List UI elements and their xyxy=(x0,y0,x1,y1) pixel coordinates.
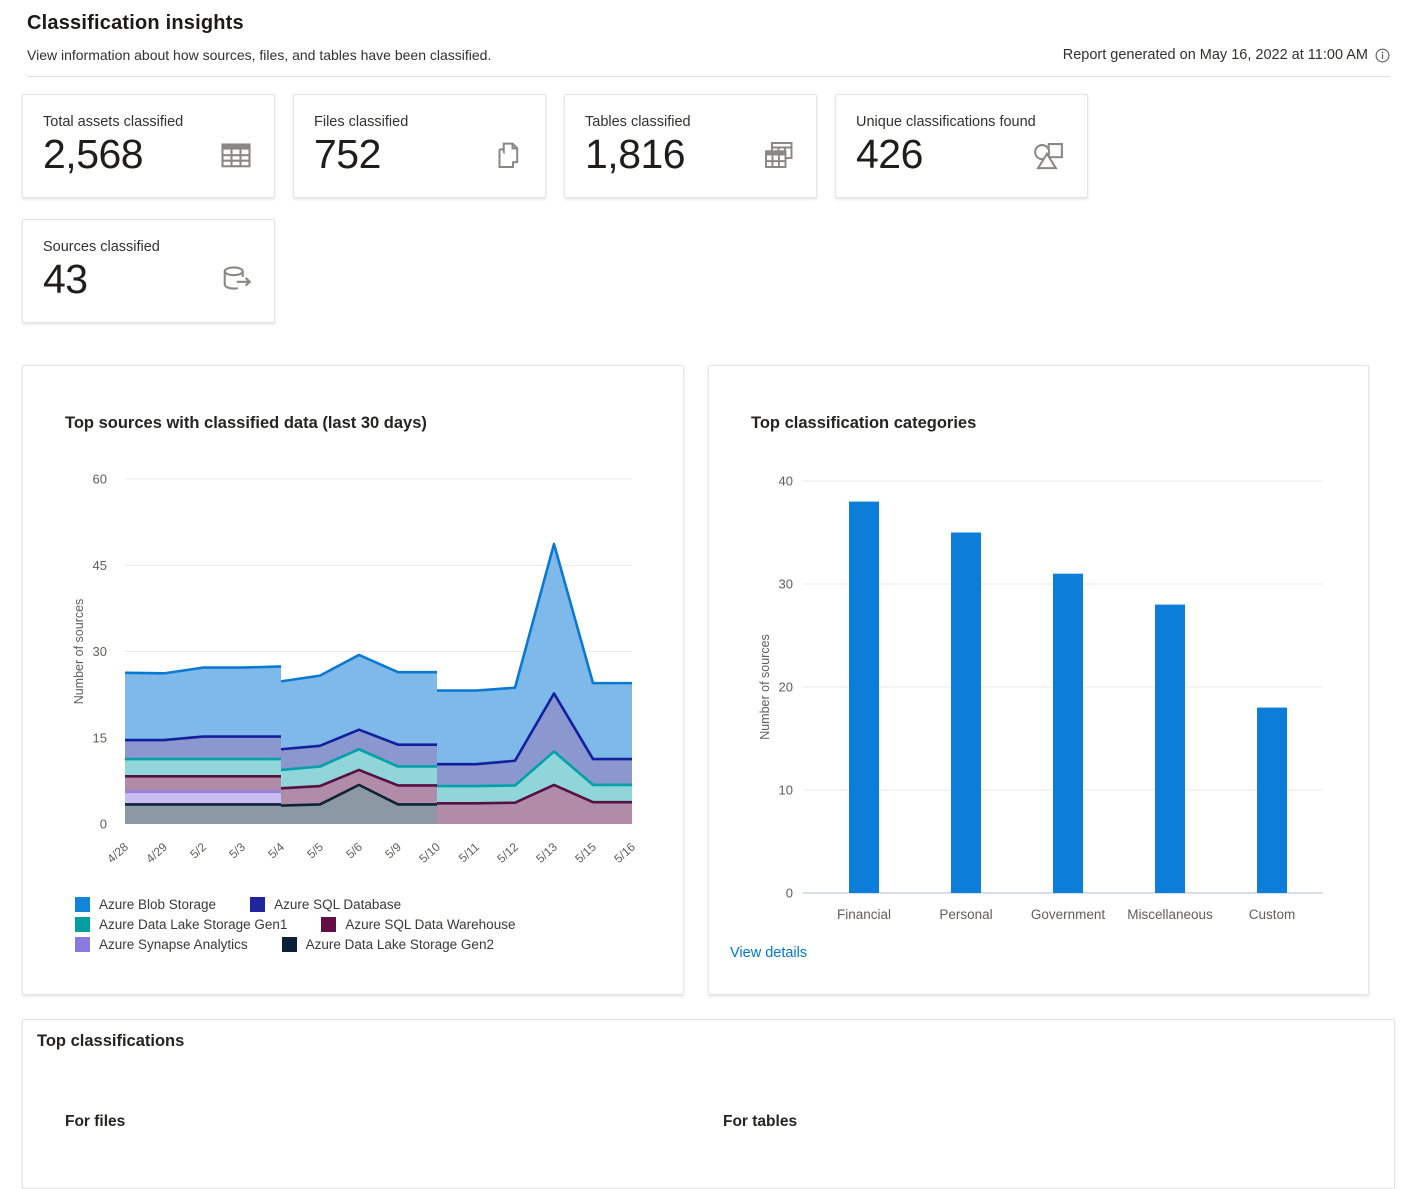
svg-text:45: 45 xyxy=(93,558,107,573)
svg-text:4/29: 4/29 xyxy=(143,840,170,866)
bar-custom xyxy=(1257,707,1287,893)
svg-text:5/11: 5/11 xyxy=(456,840,482,866)
legend-row: Azure Blob Storage Azure SQL Database xyxy=(75,897,683,912)
area-chart-card: Top sources with classified data (last 3… xyxy=(22,365,684,995)
legend-swatch xyxy=(75,937,90,952)
stat-card-unique-classifications: Unique classifications found 426 xyxy=(835,94,1088,198)
page-title: Classification insights xyxy=(27,12,244,34)
svg-text:4/28: 4/28 xyxy=(104,840,131,866)
legend-label: Azure SQL Database xyxy=(274,897,402,912)
bar-chart-card: Top classification categories 0 10 20 30 40 N… xyxy=(708,365,1369,995)
documents-icon xyxy=(491,138,525,172)
view-details-link[interactable]: View details xyxy=(730,945,808,961)
legend-item-azure-blob-storage[interactable]: Azure Blob Storage xyxy=(75,897,216,912)
svg-text:5/3: 5/3 xyxy=(226,840,248,862)
legend-label: Azure Synapse Analytics xyxy=(99,937,248,952)
report-generated-text: Report generated on May 16, 2022 at 11:0… xyxy=(1062,47,1368,63)
page-subtitle: View information about how sources, file… xyxy=(27,47,492,63)
svg-text:Government: Government xyxy=(1031,907,1106,922)
svg-text:5/6: 5/6 xyxy=(343,840,365,862)
bar-chart-title: Top classification categories xyxy=(751,414,977,432)
legend-swatch xyxy=(75,897,90,912)
svg-text:0: 0 xyxy=(786,886,793,901)
for-files-heading: For files xyxy=(65,1113,126,1130)
stat-card-tables: Tables classified 1,816 xyxy=(564,94,817,198)
charts-row: Top sources with classified data (last 3… xyxy=(0,365,1417,995)
bar-financial xyxy=(849,501,879,893)
svg-text:5/4: 5/4 xyxy=(265,840,287,862)
legend-row: Azure Synapse Analytics Azure Data Lake S… xyxy=(75,937,683,952)
legend-label: Azure Data Lake Storage Gen2 xyxy=(305,937,494,952)
svg-text:30: 30 xyxy=(93,644,107,659)
svg-text:5/16: 5/16 xyxy=(611,840,638,866)
legend-swatch xyxy=(321,917,337,932)
bar-miscellaneous xyxy=(1155,604,1185,893)
area-chart-legend: Azure Blob Storage Azure SQL Database Azur… xyxy=(75,897,683,952)
legend-label: Azure Blob Storage xyxy=(99,897,217,912)
legend-swatch xyxy=(75,917,90,932)
database-export-icon xyxy=(218,262,254,298)
svg-text:40: 40 xyxy=(779,474,793,489)
page-header: Classification insights View information… xyxy=(0,0,1417,77)
stacked-tables-icon xyxy=(760,137,796,173)
for-tables-heading: For tables xyxy=(723,1113,798,1130)
stat-cards-row: Total assets classified 2,568 Files clas… xyxy=(0,77,1110,344)
shapes-icon xyxy=(1029,137,1067,173)
svg-text:Personal: Personal xyxy=(939,907,992,922)
unique-classifications-value: 426 xyxy=(856,131,923,177)
svg-text:5/5: 5/5 xyxy=(304,840,326,862)
svg-text:5/13: 5/13 xyxy=(533,840,560,866)
svg-text:5/12: 5/12 xyxy=(494,840,521,866)
svg-text:5/10: 5/10 xyxy=(416,840,443,866)
svg-text:30: 30 xyxy=(779,577,793,592)
stat-card-total-assets: Total assets classified 2,568 xyxy=(22,94,275,198)
bar-personal xyxy=(951,532,981,893)
table-grid-icon xyxy=(218,137,254,173)
top-classifications-card: Top classifications For files For tables xyxy=(22,1019,1395,1189)
legend-item-azure-sql-database[interactable]: Azure SQL Database xyxy=(250,897,401,912)
top-classifications-title: Top classifications xyxy=(37,1032,185,1050)
bar-government xyxy=(1053,573,1083,893)
files-classified-value: 752 xyxy=(314,131,381,177)
stat-card-sources: Sources classified 43 xyxy=(22,219,275,323)
tables-classified-value: 1,816 xyxy=(585,131,686,177)
area-chart-title: Top sources with classified data (last 3… xyxy=(65,414,427,432)
svg-text:5/15: 5/15 xyxy=(572,840,599,866)
info-icon[interactable] xyxy=(1375,48,1390,63)
legend-item-azure-data-lake-storage-gen2[interactable]: Azure Data Lake Storage Gen2 xyxy=(281,937,494,952)
total-assets-value: 2,568 xyxy=(43,131,144,177)
top-classification-categories-bar-chart: 0 10 20 30 40 Number of sources Financial Perso… xyxy=(758,474,1323,922)
svg-text:5/2: 5/2 xyxy=(187,840,209,862)
svg-text:0: 0 xyxy=(100,817,107,832)
legend-swatch xyxy=(281,937,297,952)
svg-text:10: 10 xyxy=(779,783,793,798)
legend-label: Azure SQL Data Warehouse xyxy=(345,917,516,932)
svg-text:60: 60 xyxy=(93,472,107,487)
svg-text:Number of sources: Number of sources xyxy=(758,634,772,740)
svg-text:20: 20 xyxy=(779,680,793,695)
legend-label: Azure Data Lake Storage Gen1 xyxy=(99,917,288,932)
svg-text:5/9: 5/9 xyxy=(382,840,404,862)
legend-row: Azure Data Lake Storage Gen1 Azure SQL Da… xyxy=(75,917,683,932)
legend-item-azure-data-lake-storage-gen1[interactable]: Azure Data Lake Storage Gen1 xyxy=(75,917,287,932)
sources-classified-value: 43 xyxy=(43,256,88,302)
legend-item-azure-sql-data-warehouse[interactable]: Azure SQL Data Warehouse xyxy=(321,917,515,932)
svg-text:Miscellaneous: Miscellaneous xyxy=(1127,907,1213,922)
top-sources-area-chart: 0 15 30 45 60 Number of sources 4/28 4/29 5/2 5/3… xyxy=(72,472,638,866)
legend-item-azure-synapse-analytics[interactable]: Azure Synapse Analytics xyxy=(75,937,248,952)
stat-card-files: Files classified 752 xyxy=(293,94,546,198)
svg-text:Custom: Custom xyxy=(1249,907,1296,922)
legend-swatch xyxy=(250,897,266,912)
svg-text:15: 15 xyxy=(93,730,107,745)
svg-text:Number of sources: Number of sources xyxy=(72,599,86,705)
header-divider xyxy=(27,76,1390,77)
svg-text:Financial: Financial xyxy=(837,907,891,922)
